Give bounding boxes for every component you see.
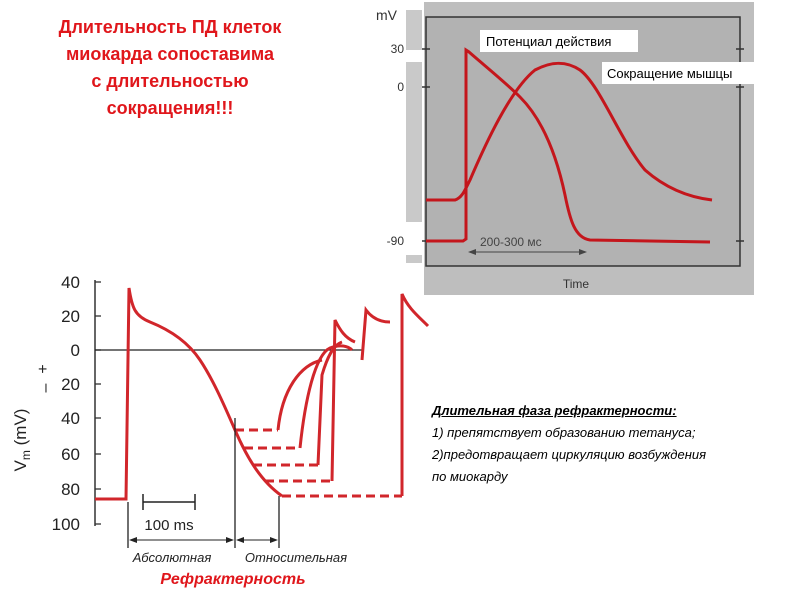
duration-arrow-right-head — [579, 249, 587, 255]
bottom-ytick-0: 0 — [71, 341, 80, 360]
notes-item-1: 1) препятствует образованию тетануса; — [432, 425, 696, 440]
sign-minus: – — [37, 383, 54, 392]
sign-plus: + — [35, 364, 52, 373]
ytick-label-30: 30 — [391, 42, 405, 56]
legend-contraction-box — [602, 62, 770, 84]
absolute-arrow-left-head — [129, 537, 137, 543]
absolute-arrow-right-head — [226, 537, 234, 543]
absolute-label: Абсолютная — [132, 550, 212, 565]
response-curve-4 — [330, 319, 356, 482]
notes-title: Длительная фаза рефрактерности: — [432, 403, 677, 418]
bottom-y-ticks — [95, 281, 101, 525]
response-curve-5 — [360, 305, 391, 361]
relative-arrow-left-head — [236, 537, 244, 543]
top-ylabel: mV — [376, 7, 398, 23]
panel-strip-1 — [406, 10, 422, 50]
bottom-ytick-minus-40: 40 — [61, 409, 80, 428]
action-potential-curve — [426, 47, 711, 244]
refractory-thresholds — [235, 428, 402, 498]
response-curve-1 — [276, 358, 323, 431]
bottom-ytick-minus-20: 20 — [61, 375, 80, 394]
top-chart: mV 30 0 -90 Потенциал действия Сокращени… — [376, 2, 770, 295]
bottom-ytick-minus-60: 60 — [61, 445, 80, 464]
ytick-label-minus-90: -90 — [387, 234, 405, 248]
main-action-potential — [95, 287, 283, 501]
bottom-ytick-minus-100: 100 — [52, 515, 80, 534]
refractory-label: Рефрактерность — [160, 571, 305, 588]
duration-label: 200-300 мс — [480, 235, 542, 249]
bottom-ytick-minus-80: 80 — [61, 480, 80, 499]
panel-strip-3 — [406, 255, 422, 263]
response-curve-3 — [316, 340, 343, 466]
headline-line-2: миокарда сопоставима — [65, 44, 275, 64]
headline-line-3: с длительностью — [91, 71, 249, 91]
bottom-chart: 40 20 0 20 40 60 80 100 Vm (mV) + – 100 … — [11, 273, 430, 588]
legend-ap: Потенциал действия — [486, 34, 611, 49]
refractory-notes: Длительная фаза рефрактерности: 1) препя… — [432, 400, 797, 488]
relative-arrow-right-head — [270, 537, 278, 543]
notes-item-3: по миокарду — [432, 469, 508, 484]
legend-contraction: Сокращение мышцы — [607, 66, 732, 81]
ytick-label-0: 0 — [397, 80, 404, 94]
headline: Длительность ПД клеток миокарда сопостав… — [20, 14, 320, 122]
notes-item-2: 2)предотвращает циркуляцию возбуждения — [432, 447, 707, 462]
top-xlabel: Time — [563, 277, 590, 291]
panel-strip-2 — [406, 62, 422, 222]
scale-label: 100 ms — [144, 517, 193, 534]
bottom-ytick-40: 40 — [61, 273, 80, 292]
response-curve-2 — [298, 344, 354, 449]
bottom-ylabel: Vm (mV) — [11, 409, 33, 472]
headline-line-1: Длительность ПД клеток — [58, 17, 282, 37]
bottom-ytick-20: 20 — [61, 307, 80, 326]
relative-label: Относительная — [245, 550, 347, 565]
duration-arrow-left-head — [468, 249, 476, 255]
legend-ap-box — [480, 30, 638, 52]
muscle-contraction-curve — [426, 61, 713, 202]
response-curve-6 — [400, 293, 430, 496]
headline-line-4: сокращения!!! — [106, 98, 234, 118]
